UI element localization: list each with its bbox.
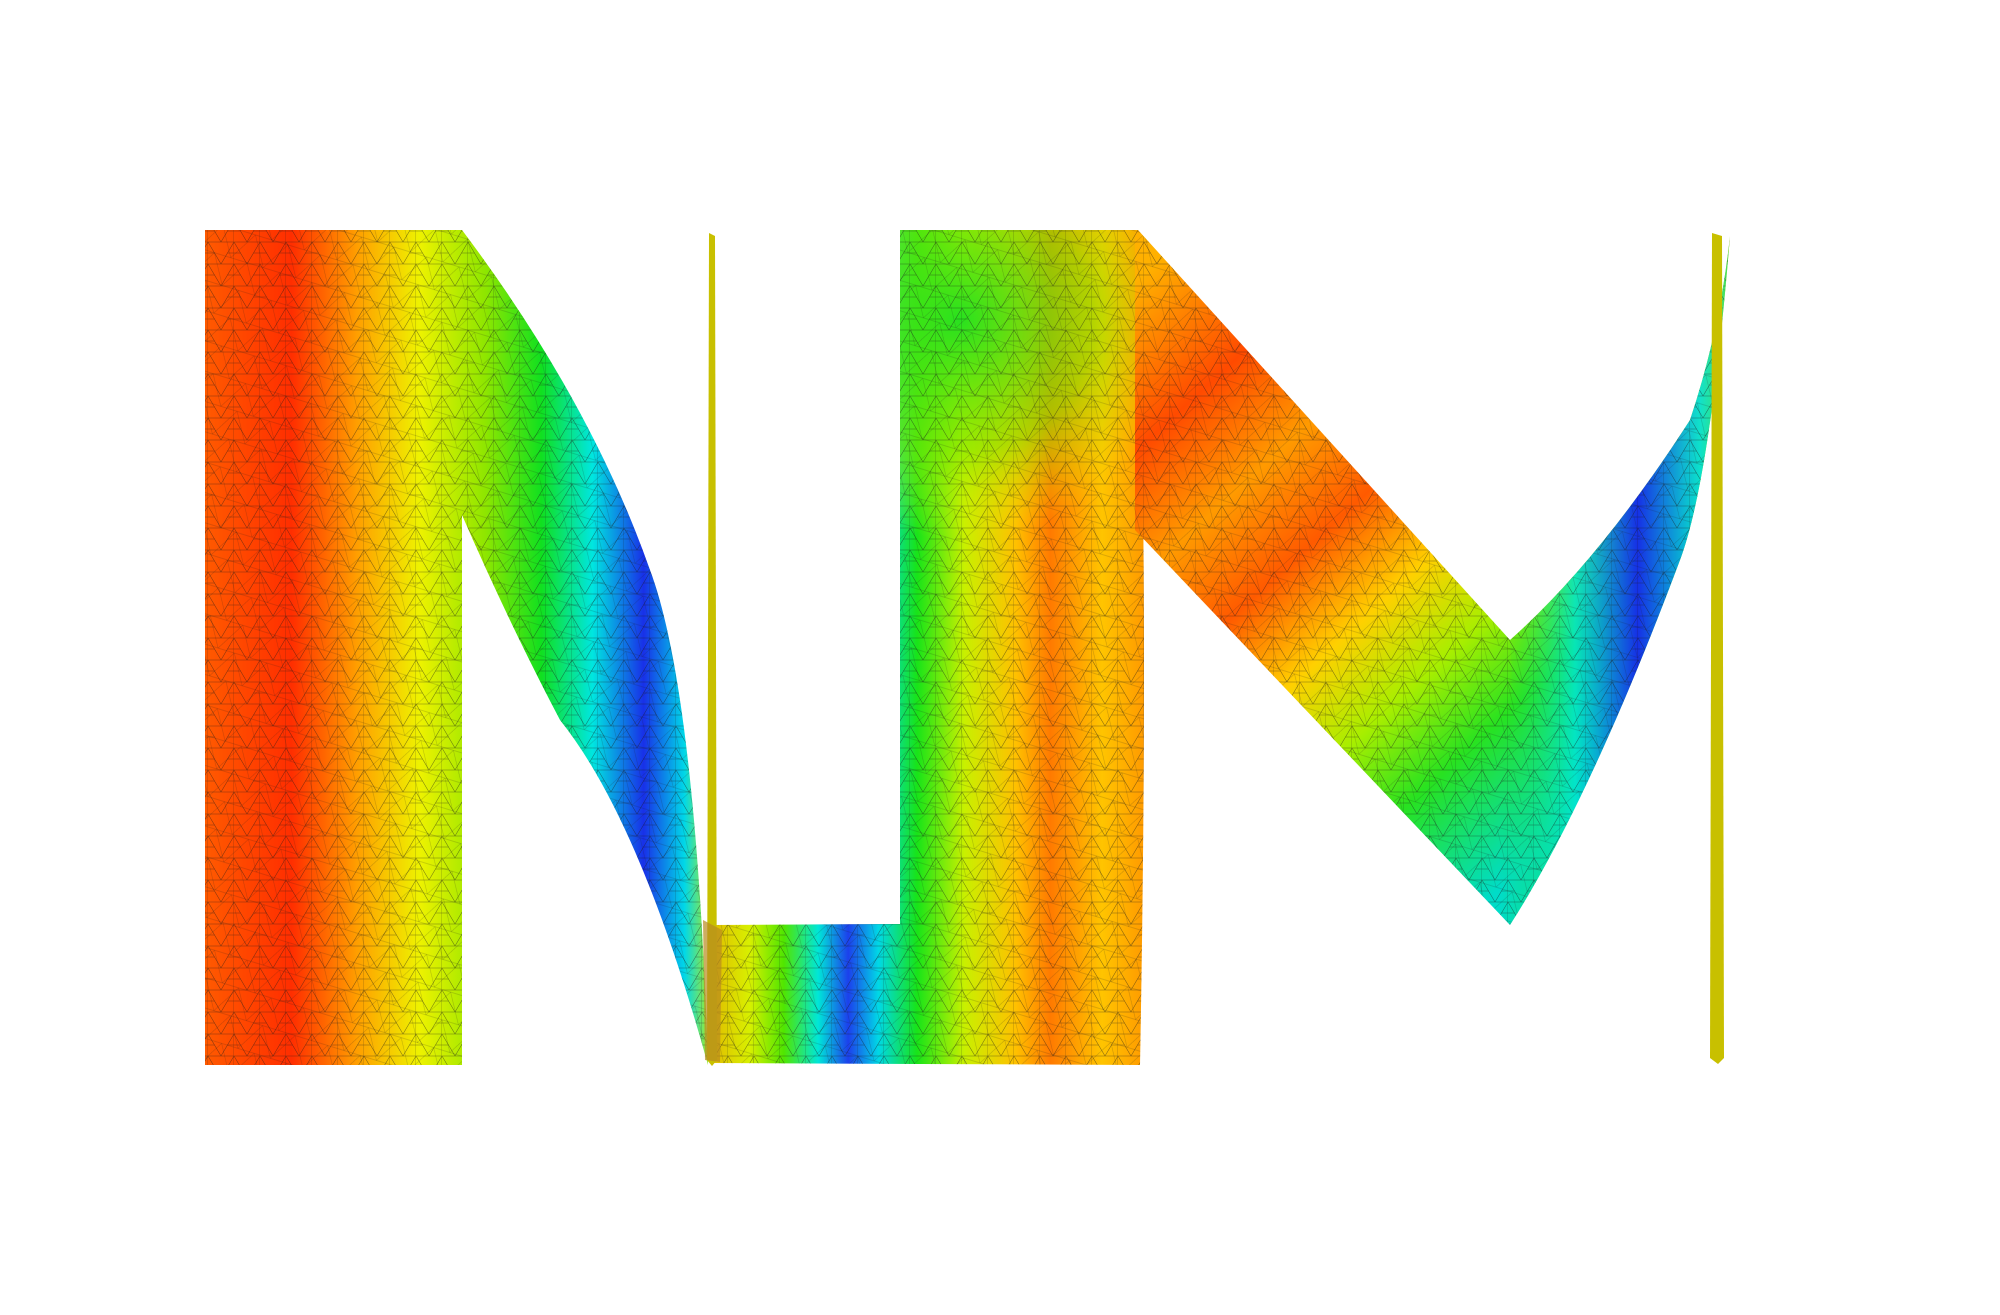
- strip-right: [1710, 233, 1724, 1064]
- letter-n: [205, 230, 708, 1065]
- strip-left: [703, 233, 722, 1066]
- letter-m: [1135, 230, 1730, 925]
- letter-u: [712, 230, 1144, 1065]
